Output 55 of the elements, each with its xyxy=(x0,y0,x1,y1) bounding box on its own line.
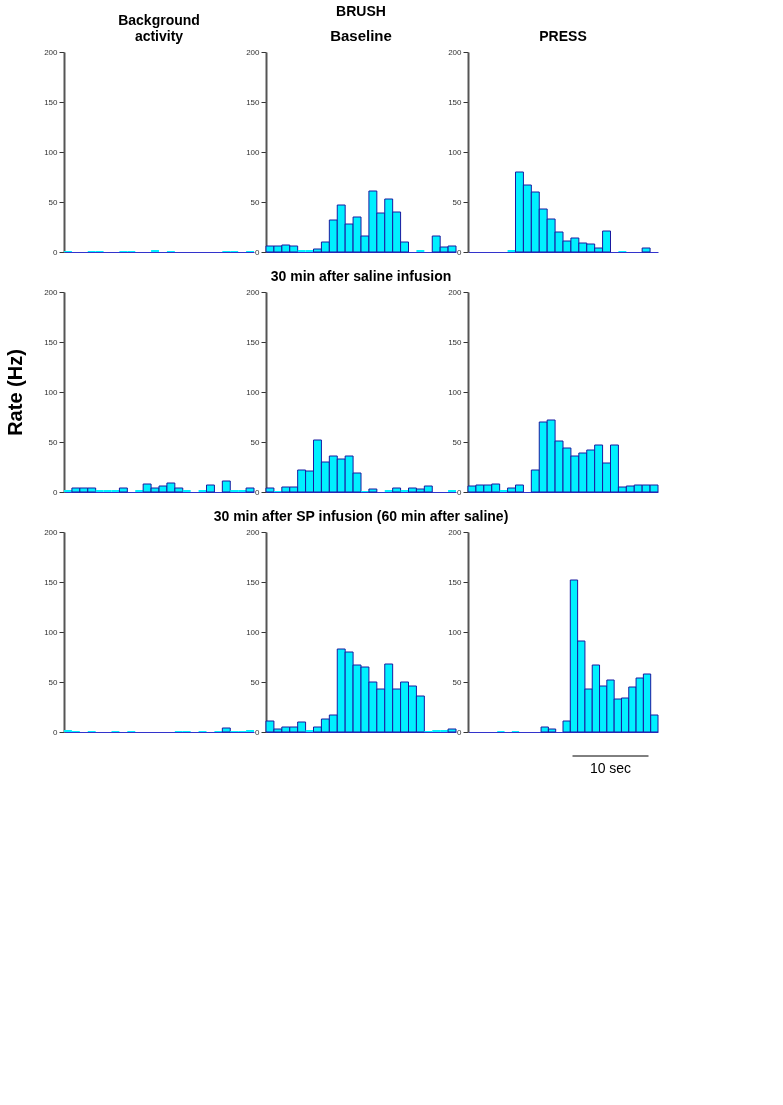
chart-title: BRUSH xyxy=(336,3,386,19)
y-tick-label: 200 xyxy=(44,527,59,537)
y-tick-label: 200 xyxy=(448,47,463,57)
y-tick-label: 200 xyxy=(448,287,463,297)
y-tick-label: 150 xyxy=(246,337,261,347)
y-tick-label: 200 xyxy=(246,287,261,297)
y-tick-label: 0 xyxy=(457,487,463,497)
y-tick-label: 100 xyxy=(246,627,261,637)
y-tick-label: 150 xyxy=(448,577,463,587)
y-tick-label: 100 xyxy=(246,387,261,397)
text: 10 sec xyxy=(589,760,632,776)
y-tick-label: 50 xyxy=(452,437,463,447)
text: Background xyxy=(118,12,200,28)
y-tick-label: 150 xyxy=(44,337,59,347)
y-tick-label: 50 xyxy=(48,437,59,447)
y-tick-label: 200 xyxy=(246,527,261,537)
y-tick-label: 0 xyxy=(457,247,463,257)
y-tick-label: 200 xyxy=(44,47,59,57)
y-tick-label: 0 xyxy=(255,247,261,257)
y-tick-label: 100 xyxy=(44,627,59,637)
y-tick-label: 150 xyxy=(448,97,463,107)
y-tick-label: 100 xyxy=(448,387,463,397)
y-tick-label: 50 xyxy=(48,197,59,207)
chart-subtitle: Baseline xyxy=(330,27,392,44)
y-tick-label: 50 xyxy=(250,437,261,447)
y-tick-label: 50 xyxy=(250,197,261,207)
y-tick-label: 150 xyxy=(246,577,261,587)
text: activity xyxy=(134,28,184,44)
y-tick-label: 50 xyxy=(452,677,463,687)
y-tick-label: 200 xyxy=(246,47,261,57)
y-axis-title: Rate (Hz) xyxy=(4,349,27,436)
y-tick-label: 100 xyxy=(44,147,59,157)
y-tick-label: 200 xyxy=(448,527,463,537)
bar xyxy=(641,247,651,253)
chart-title: 30 min after saline infusion xyxy=(270,268,452,284)
y-tick-label: 50 xyxy=(250,677,261,687)
y-tick-label: 50 xyxy=(48,677,59,687)
y-tick-label: 200 xyxy=(44,287,59,297)
y-tick-label: 0 xyxy=(255,727,261,737)
chart-title: PRESS xyxy=(539,28,587,44)
y-tick-label: 100 xyxy=(448,147,463,157)
y-tick-label: 150 xyxy=(246,97,261,107)
y-tick-label: 100 xyxy=(44,387,59,397)
y-tick-label: 0 xyxy=(53,247,59,257)
y-tick-label: 150 xyxy=(44,97,59,107)
y-tick-label: 0 xyxy=(53,727,59,737)
y-tick-label: 0 xyxy=(457,727,463,737)
y-tick-label: 0 xyxy=(255,487,261,497)
chart-title: 30 min after SP infusion (60 min after saline) xyxy=(213,508,509,524)
y-tick-label: 0 xyxy=(53,487,59,497)
y-tick-label: 150 xyxy=(448,337,463,347)
y-tick-label: 150 xyxy=(44,577,59,587)
y-tick-label: 50 xyxy=(452,197,463,207)
y-tick-label: 100 xyxy=(246,147,261,157)
y-tick-label: 100 xyxy=(448,627,463,637)
